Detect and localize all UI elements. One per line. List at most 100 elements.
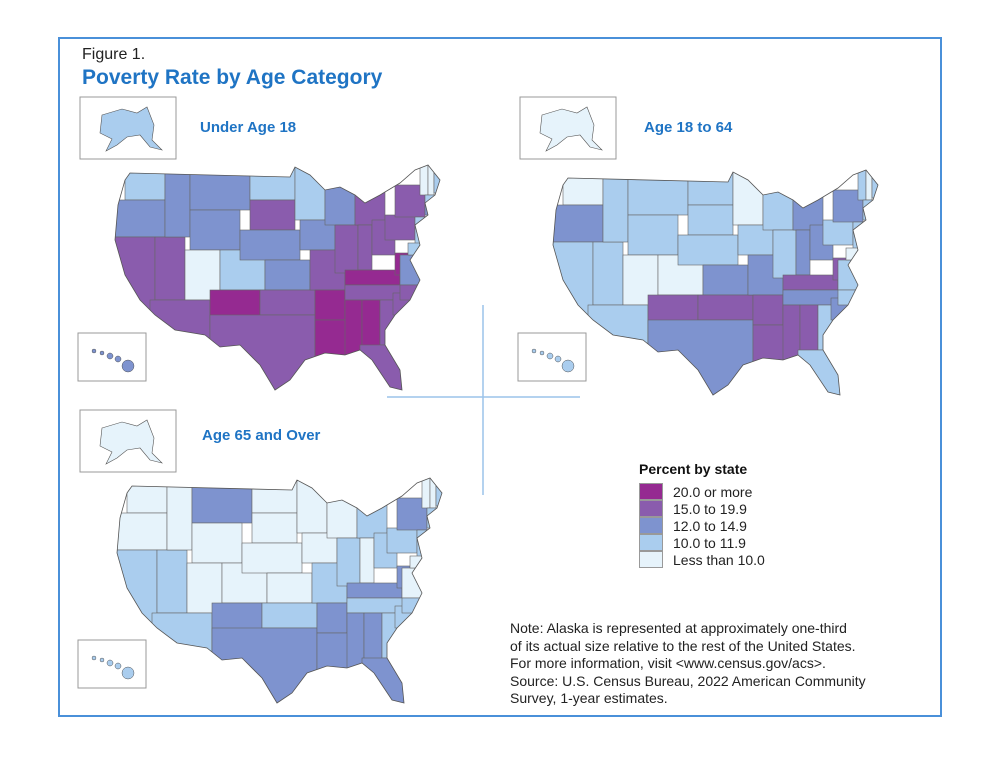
legend-label: 12.0 to 14.9 [673,517,747,534]
us-map-65-over [116,477,443,704]
alaska-inset-under-18 [79,96,177,160]
figure-label: Figure 1. [82,46,146,63]
state-IN [357,224,373,271]
legend-item: 10.0 to 11.9 [639,534,765,551]
state-FL [361,657,413,703]
state-ME [433,165,440,194]
state-ME [435,478,442,507]
figure-frame [58,37,942,717]
state-TX [211,627,318,703]
state-NJ [852,221,869,251]
state-MA [426,507,442,519]
state-KY [346,582,403,599]
legend-item: Less than 10.0 [639,551,765,568]
state-ID [602,170,629,243]
state-KY [782,274,839,291]
state-ID [166,478,193,551]
state-MN [294,165,326,221]
figure-title: Poverty Rate by Age Category [82,66,383,89]
legend-swatch [639,500,663,517]
state-AR [314,289,346,321]
legend-swatch [639,534,663,551]
state-WY [191,522,243,564]
state-VT [421,478,431,509]
state-WA [124,165,166,201]
state-NV [592,241,624,306]
state-SD [251,512,298,544]
state-MS [344,299,363,361]
state-AZ [151,612,213,664]
state-NH [865,170,873,201]
state-MA [424,194,440,206]
us-map-18-64 [552,169,879,396]
note-line: For more information, visit <www.census.… [510,655,826,671]
legend-swatch [639,551,663,568]
state-MS [346,612,365,674]
legend-label: 15.0 to 19.9 [673,500,747,517]
state-PA [386,527,418,554]
state-MT [627,170,689,216]
state-VT [857,170,867,201]
state-NV [154,236,186,301]
state-IL [772,229,797,279]
note-line: of its actual size relative to the rest … [510,637,856,654]
hawaii-inset-under-18 [77,332,147,382]
legend-label: 10.0 to 11.9 [673,534,746,551]
legend-swatch [639,483,663,500]
state-MS [782,304,801,366]
state-MA [862,199,878,211]
state-AZ [587,304,649,356]
state-MT [189,165,251,211]
state-ID [164,165,191,238]
state-NV [156,549,188,614]
state-MN [732,170,764,226]
state-NJ [414,216,431,246]
state-ND [251,478,298,514]
state-TX [209,314,316,390]
state-AZ [149,299,211,351]
state-NH [429,478,437,509]
state-NC [401,597,433,614]
state-PA [822,219,854,246]
state-ND [687,170,734,206]
state-NE [239,229,301,261]
us-map-under-18 [114,164,441,391]
state-CA [117,549,158,649]
note-line: Note: Alaska is represented at approxima… [510,620,847,636]
state-OK [259,289,316,316]
map-title-under-18: Under Age 18 [200,119,297,136]
state-SD [687,204,734,236]
hawaii-inset-65-over [77,639,147,689]
state-FL [359,344,411,390]
state-AR [752,294,784,326]
state-MI [354,179,386,226]
state-PA [384,214,416,241]
state-IN [795,229,811,276]
state-MI [792,184,824,231]
state-ME [871,170,878,199]
state-OK [697,294,754,321]
state-NH [427,165,435,196]
state-NJ [416,529,433,559]
note-line: Source: U.S. Census Bureau, 2022 America… [510,672,866,689]
legend-label: Less than 10.0 [673,551,765,568]
state-SD [249,199,296,231]
state-WA [562,170,604,206]
legend-item: 20.0 or more [639,483,765,500]
legend: Percent by state 20.0 or more 15.0 to 19… [639,461,765,568]
legend-swatch [639,517,663,534]
state-CA [553,241,594,341]
state-NC [399,284,431,301]
legend-label: 20.0 or more [673,483,753,500]
state-WY [627,214,679,256]
state-MI [356,492,388,539]
state-KY [344,269,401,286]
state-MT [191,478,253,524]
state-KS [266,572,313,604]
state-AR [316,602,348,634]
state-VT [419,165,429,196]
state-IN [359,537,375,584]
state-IL [336,537,361,587]
state-OK [261,602,318,629]
